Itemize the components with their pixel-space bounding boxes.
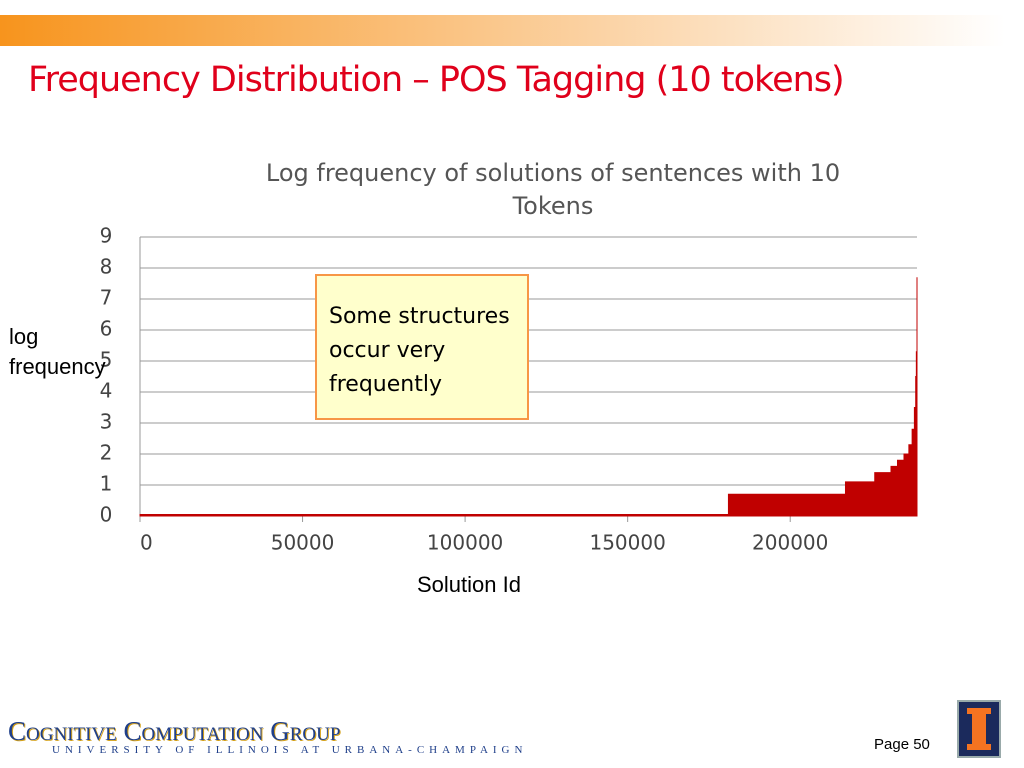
y-tick-label: 2: [100, 441, 113, 465]
y-tick-label: 5: [100, 348, 113, 372]
y-tick-label: 3: [100, 410, 113, 434]
page-number: Page 50: [874, 736, 930, 753]
x-tick-label: 100000: [427, 531, 503, 555]
university: University of Illinois at Urbana-Champai…: [52, 744, 528, 756]
x-tick-label: 0: [140, 531, 153, 555]
illinois-logo: [957, 700, 1001, 758]
annotation: Some structures occur very frequently: [315, 274, 529, 420]
x-axis-label: Solution Id: [417, 572, 521, 597]
x-tick-label: 50000: [271, 531, 335, 555]
area: [139, 277, 918, 517]
top-bar: [0, 15, 1005, 46]
y-tick-label: 6: [100, 317, 113, 341]
y-tick-label: 9: [100, 224, 113, 248]
y-tick-label: 1: [100, 472, 113, 496]
chart-title: Log frequency of solutions of sentences …: [265, 159, 841, 220]
y-tick-label: 4: [100, 379, 113, 403]
y-tick-label: 0: [100, 503, 113, 527]
x-tick-label: 150000: [589, 531, 665, 555]
x-tick-label: 200000: [752, 531, 828, 555]
group-logo: Cognitive Computation Group: [8, 716, 341, 746]
y-tick-label: 8: [100, 255, 113, 279]
y-axis-label: log frequency: [9, 324, 106, 379]
y-tick-label: 7: [100, 286, 113, 310]
slide-title: Frequency Distribution – POS Tagging (10…: [28, 60, 845, 100]
